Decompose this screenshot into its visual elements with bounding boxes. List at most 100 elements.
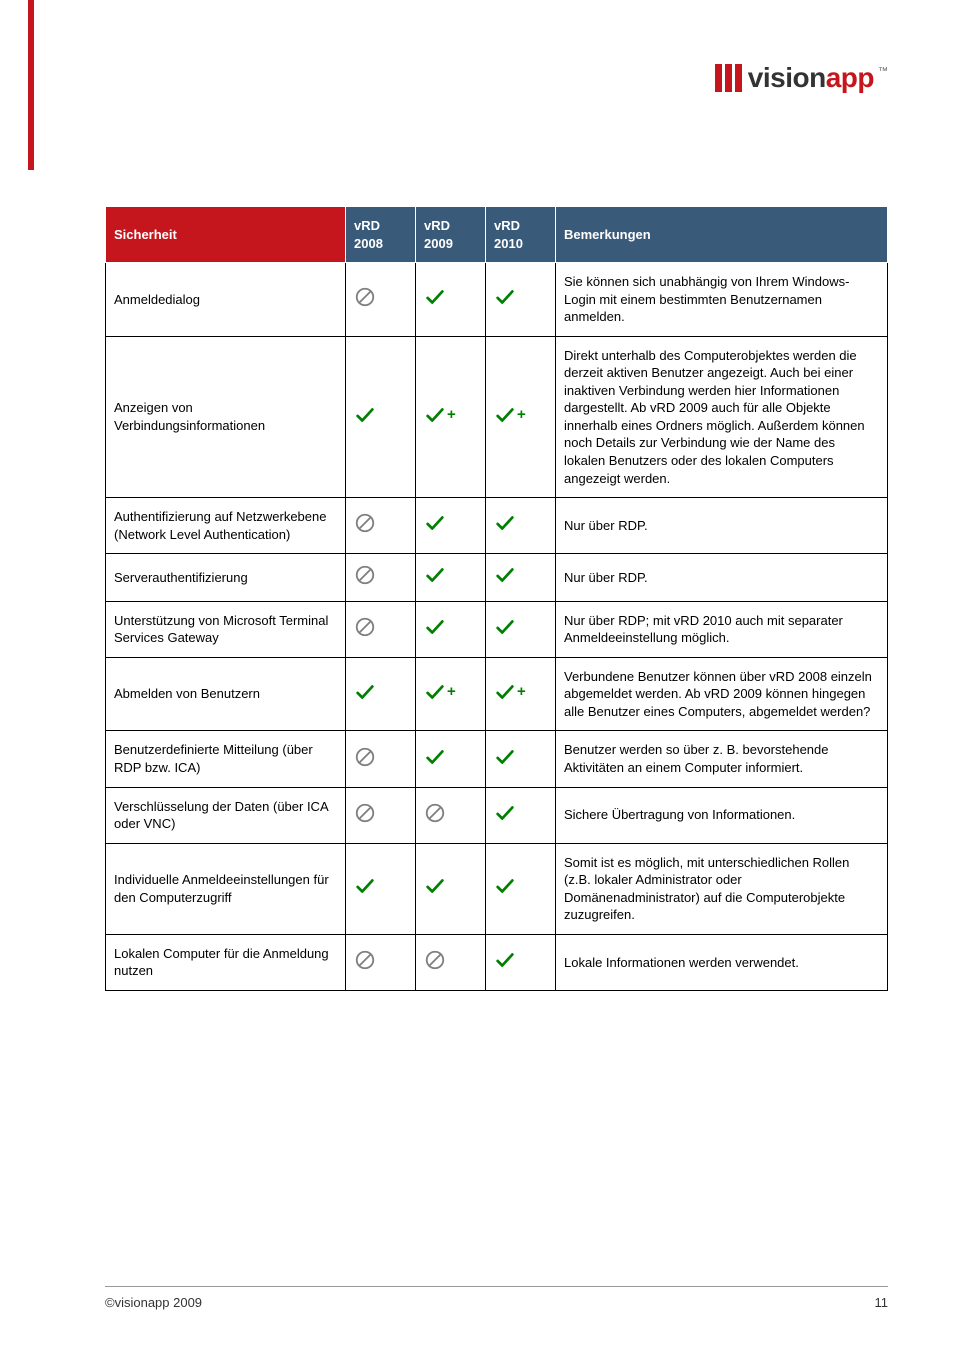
check-icon: [424, 512, 446, 534]
cell-v09: [416, 731, 486, 787]
cell-v10: [486, 934, 556, 990]
cell-v08: [346, 554, 416, 602]
table-row: Abmelden von Benutzern + + Verbundene Benut…: [106, 657, 888, 731]
cell-v08: [346, 601, 416, 657]
cell-remark: Nur über RDP.: [556, 554, 888, 602]
cell-v08: [346, 498, 416, 554]
forbidden-icon: [354, 512, 376, 534]
table-row: Individuelle Anmeldeeinstellungen für de…: [106, 843, 888, 934]
page-footer: ©visionapp 2009 11: [105, 1286, 888, 1310]
cell-remark: Sichere Übertragung von Informationen.: [556, 787, 888, 843]
table-row: Anmeldedialog Sie können sich unabhängig …: [106, 263, 888, 337]
cell-v09: [416, 554, 486, 602]
forbidden-icon: [424, 802, 446, 824]
cell-v08: [346, 787, 416, 843]
check-plus-icon: +: [494, 404, 526, 426]
check-icon: [424, 616, 446, 638]
cell-feature: Lokalen Computer für die Anmeldung nutze…: [106, 934, 346, 990]
cell-v10: [486, 554, 556, 602]
table-row: Anzeigen von Verbindungsinformationen + + D…: [106, 336, 888, 497]
comparison-table: Sicherheit vRD 2008 vRD 2009 vRD 2010 Be…: [105, 206, 888, 991]
table-row: Authentifizierung auf Netzwerkebene (Net…: [106, 498, 888, 554]
cell-remark: Somit ist es möglich, mit unterschiedlic…: [556, 843, 888, 934]
check-icon: [354, 404, 376, 426]
cell-v08: [346, 263, 416, 337]
forbidden-icon: [354, 746, 376, 768]
header-feature: Sicherheit: [106, 207, 346, 263]
forbidden-icon: [354, 949, 376, 971]
cell-remark: Benutzer werden so über z. B. bevorstehe…: [556, 731, 888, 787]
table-row: Serverauthentifizierung Nur über RDP.: [106, 554, 888, 602]
cell-remark: Lokale Informationen werden verwendet.: [556, 934, 888, 990]
table-row: Verschlüsselung der Daten (über ICA oder…: [106, 787, 888, 843]
cell-remark: Direkt unterhalb des Computerobjektes we…: [556, 336, 888, 497]
cell-v10: +: [486, 657, 556, 731]
cell-v10: [486, 263, 556, 337]
logo-text-dark: vision: [748, 62, 826, 94]
forbidden-icon: [354, 286, 376, 308]
cell-v10: [486, 843, 556, 934]
check-icon: [424, 875, 446, 897]
footer-page-number: 11: [875, 1295, 889, 1310]
table-row: Lokalen Computer für die Anmeldung nutze…: [106, 934, 888, 990]
cell-feature: Abmelden von Benutzern: [106, 657, 346, 731]
cell-feature: Serverauthentifizierung: [106, 554, 346, 602]
cell-v09: [416, 263, 486, 337]
cell-remark: Sie können sich unabhängig von Ihrem Win…: [556, 263, 888, 337]
logo-text-red: app: [826, 62, 874, 94]
check-icon: [354, 875, 376, 897]
check-icon: [494, 875, 516, 897]
cell-remark: Verbundene Benutzer können über vRD 2008…: [556, 657, 888, 731]
check-icon: [354, 681, 376, 703]
check-icon: [424, 286, 446, 308]
cell-feature: Anmeldedialog: [106, 263, 346, 337]
check-icon: [494, 746, 516, 768]
brand-logo: visionapp ™: [715, 62, 888, 94]
cell-v10: +: [486, 336, 556, 497]
header-v09: vRD 2009: [416, 207, 486, 263]
check-icon: [494, 286, 516, 308]
check-icon: [494, 512, 516, 534]
trademark-icon: ™: [878, 66, 888, 77]
cell-feature: Unterstützung von Microsoft Terminal Ser…: [106, 601, 346, 657]
cell-v08: [346, 336, 416, 497]
check-icon: [494, 616, 516, 638]
cell-feature: Authentifizierung auf Netzwerkebene (Net…: [106, 498, 346, 554]
header-remarks: Bemerkungen: [556, 207, 888, 263]
forbidden-icon: [354, 802, 376, 824]
cell-v08: [346, 934, 416, 990]
cell-remark: Nur über RDP.: [556, 498, 888, 554]
check-icon: [494, 949, 516, 971]
check-plus-icon: +: [494, 681, 526, 703]
forbidden-icon: [354, 616, 376, 638]
header-v10: vRD 2010: [486, 207, 556, 263]
content: Sicherheit vRD 2008 vRD 2009 vRD 2010 Be…: [105, 206, 888, 991]
forbidden-icon: [424, 949, 446, 971]
check-plus-icon: +: [424, 681, 456, 703]
check-icon: [494, 564, 516, 586]
cell-v09: [416, 934, 486, 990]
accent-bar: [28, 0, 34, 170]
cell-v09: [416, 843, 486, 934]
cell-v08: [346, 657, 416, 731]
cell-remark: Nur über RDP; mit vRD 2010 auch mit sepa…: [556, 601, 888, 657]
cell-v10: [486, 601, 556, 657]
cell-v10: [486, 787, 556, 843]
cell-feature: Verschlüsselung der Daten (über ICA oder…: [106, 787, 346, 843]
cell-v09: [416, 787, 486, 843]
cell-v10: [486, 731, 556, 787]
cell-v09: [416, 601, 486, 657]
cell-feature: Benutzerdefinierte Mitteilung (über RDP …: [106, 731, 346, 787]
cell-v10: [486, 498, 556, 554]
cell-feature: Anzeigen von Verbindungsinformationen: [106, 336, 346, 497]
check-plus-icon: +: [424, 404, 456, 426]
header-v08: vRD 2008: [346, 207, 416, 263]
check-icon: [424, 746, 446, 768]
cell-v08: [346, 843, 416, 934]
footer-copyright: ©visionapp 2009: [105, 1295, 202, 1310]
table-row: Unterstützung von Microsoft Terminal Ser…: [106, 601, 888, 657]
logo-bars-icon: [715, 64, 742, 92]
cell-v09: +: [416, 657, 486, 731]
cell-v09: [416, 498, 486, 554]
table-header-row: Sicherheit vRD 2008 vRD 2009 vRD 2010 Be…: [106, 207, 888, 263]
